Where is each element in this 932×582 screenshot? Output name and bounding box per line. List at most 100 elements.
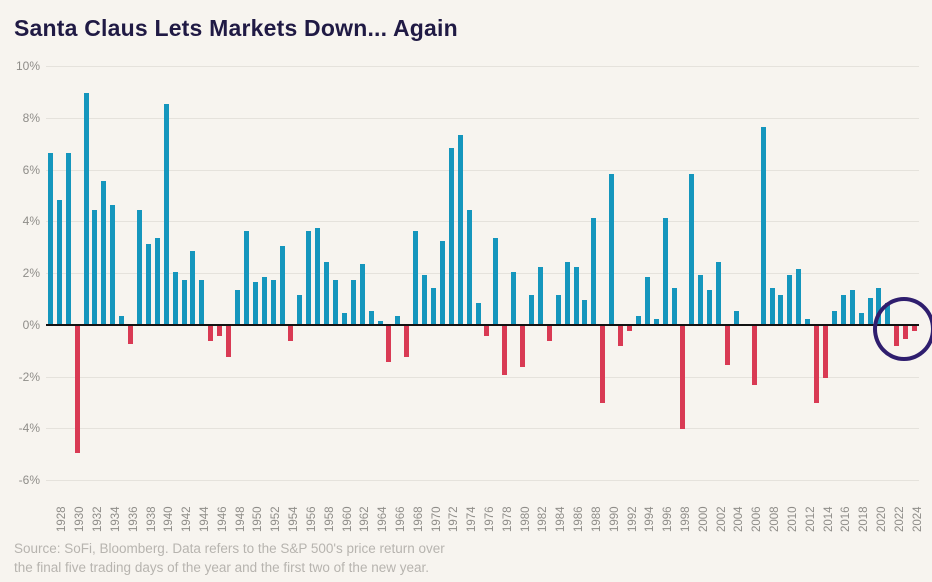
bar-1955: [288, 325, 294, 342]
bar-2011: [787, 274, 793, 324]
gridline-2pct: [46, 273, 919, 274]
bar-2018: [849, 290, 855, 324]
bar-1999: [680, 325, 686, 430]
bar-2021: [876, 287, 882, 324]
x-tick-label-1942: 1942: [181, 506, 194, 532]
bar-2007: [751, 325, 757, 386]
highlight-circle-annotation: [873, 297, 932, 361]
bar-1974: [457, 134, 463, 324]
bar-1965: [377, 321, 383, 324]
bar-1934: [101, 181, 107, 324]
y-tick-label-10pct: 10%: [15, 59, 40, 73]
bar-2014: [814, 325, 820, 404]
bar-1940: [154, 238, 160, 324]
y-tick-label-0pct: 0%: [22, 317, 40, 332]
bar-1976: [475, 303, 481, 324]
bar-1929: [56, 199, 62, 324]
x-tick-label-2022: 2022: [893, 506, 906, 532]
x-tick-label-1930: 1930: [74, 506, 87, 532]
gridline-6pct: [46, 169, 919, 171]
bar-1966: [386, 325, 392, 362]
x-tick-label-1968: 1968: [412, 506, 425, 532]
bar-1963: [359, 264, 365, 324]
x-tick-label-2002: 2002: [715, 506, 728, 532]
x-tick-label-1986: 1986: [573, 506, 586, 532]
bar-1983: [537, 266, 543, 324]
x-tick-label-1970: 1970: [430, 506, 443, 532]
bar-1977: [484, 325, 490, 337]
x-tick-label-1948: 1948: [234, 506, 247, 532]
bar-2020: [867, 297, 873, 324]
x-tick-label-1932: 1932: [92, 506, 105, 532]
x-tick-label-2024: 2024: [911, 506, 924, 532]
x-tick-label-1972: 1972: [448, 506, 461, 532]
bar-1996: [653, 318, 659, 324]
x-tick-label-2006: 2006: [751, 506, 764, 532]
bar-2016: [831, 310, 837, 324]
bar-1985: [555, 295, 561, 324]
x-tick-label-1994: 1994: [644, 506, 657, 532]
bar-1975: [466, 209, 472, 324]
bar-1981: [520, 325, 526, 368]
bar-1989: [591, 217, 597, 324]
x-tick-label-1946: 1946: [216, 506, 229, 532]
bar-1954: [279, 246, 285, 324]
bar-1950: [243, 230, 249, 324]
bar-1951: [252, 282, 258, 324]
bar-1943: [181, 279, 187, 324]
x-tick-label-1940: 1940: [163, 506, 176, 532]
bar-1979: [502, 325, 508, 375]
bar-1971: [431, 287, 436, 324]
bar-2001: [698, 274, 704, 324]
y-tick-label-6pct: 6%: [22, 162, 40, 177]
bar-1973: [448, 147, 454, 324]
bar-1946: [208, 325, 214, 342]
bar-1972: [439, 240, 445, 324]
gridline-4pct: [46, 221, 919, 223]
bar-2009: [769, 287, 775, 324]
bar-1992: [618, 325, 624, 347]
x-tick-label-1958: 1958: [323, 506, 336, 532]
gridline--2pct: [46, 376, 919, 378]
bar-2000: [689, 173, 695, 324]
gridline-10pct: [46, 66, 919, 67]
bar-1933: [92, 209, 98, 324]
x-tick-label-2018: 2018: [858, 506, 871, 532]
bar-1964: [368, 310, 374, 324]
y-tick-label--6pct: -6%: [18, 473, 40, 487]
x-tick-label-1950: 1950: [252, 506, 265, 532]
x-tick-label-1998: 1998: [680, 506, 693, 532]
bar-1942: [172, 272, 178, 324]
bar-2012: [796, 269, 802, 324]
x-tick-label-1980: 1980: [519, 506, 532, 532]
bar-1990: [600, 325, 606, 404]
x-tick-label-1996: 1996: [662, 506, 675, 532]
bar-1941: [163, 103, 169, 324]
bar-1930: [65, 152, 71, 324]
bar-2013: [805, 318, 811, 324]
bar-1935: [110, 204, 116, 324]
bar-1961: [341, 313, 347, 324]
x-tick-label-2008: 2008: [769, 506, 782, 532]
x-tick-label-1954: 1954: [288, 506, 301, 532]
y-tick-label--2pct: -2%: [18, 369, 40, 384]
bar-2019: [858, 313, 864, 324]
bar-2008: [760, 127, 766, 324]
bar-1998: [671, 287, 677, 324]
bar-1960: [333, 279, 338, 324]
x-tick-label-1990: 1990: [608, 506, 621, 532]
zero-axis-line: [46, 323, 919, 326]
x-tick-label-2016: 2016: [840, 506, 853, 532]
chart-title: Santa Claus Lets Markets Down... Again: [14, 15, 458, 41]
bar-2002: [707, 290, 713, 324]
bar-1982: [528, 295, 534, 324]
x-tick-label-1928: 1928: [56, 506, 69, 532]
x-tick-label-1936: 1936: [127, 506, 140, 532]
x-tick-label-1960: 1960: [341, 506, 354, 532]
bar-1949: [235, 290, 241, 324]
bar-1947: [217, 325, 223, 337]
bar-1987: [573, 266, 579, 324]
bar-1948: [226, 325, 232, 357]
bar-2015: [822, 325, 828, 378]
bar-1988: [582, 300, 588, 324]
